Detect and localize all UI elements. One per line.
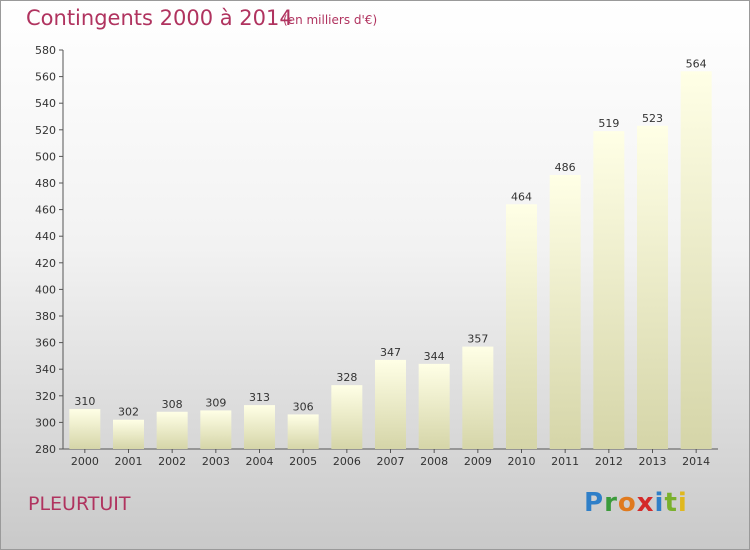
- bar: [200, 410, 232, 449]
- town-name: PLEURTUIT: [28, 493, 131, 515]
- bar: [244, 405, 275, 449]
- x-tick-label: 2005: [289, 455, 317, 468]
- x-tick-label: 2007: [377, 455, 405, 468]
- y-tick-label: 280: [35, 443, 56, 456]
- bar: [113, 419, 144, 449]
- x-tick-label: 2013: [639, 455, 667, 468]
- y-tick-label: 500: [35, 150, 56, 163]
- y-tick-label: 440: [35, 230, 56, 243]
- logo-letter: x: [636, 488, 655, 518]
- data-label: 309: [205, 396, 226, 409]
- chart-title: Contingents 2000 à 2014: [26, 6, 293, 30]
- bar: [156, 411, 188, 449]
- y-tick-label: 520: [35, 124, 56, 137]
- bar: [69, 409, 101, 449]
- x-tick-label: 2001: [115, 455, 143, 468]
- bar: [375, 359, 406, 449]
- x-tick-label: 2003: [202, 455, 230, 468]
- y-tick-label: 420: [35, 257, 56, 270]
- bar: [418, 363, 450, 449]
- data-label: 347: [380, 346, 401, 359]
- labels: 310 302 308 309 313 306 328 347 344 357 464 486 519 5…: [74, 57, 706, 418]
- bar: [287, 414, 319, 449]
- x-tick-label: 2011: [551, 455, 579, 468]
- proxiti-logo: Proxiti: [584, 488, 688, 518]
- bar: [593, 131, 625, 449]
- data-label: 302: [118, 406, 139, 419]
- bar: [331, 385, 363, 449]
- y-tick-label: 580: [35, 44, 56, 57]
- y-tick-label: 300: [35, 416, 56, 429]
- y-tick-label: 540: [35, 97, 56, 110]
- x-tick-label: 2004: [246, 455, 274, 468]
- logo-letter: t: [664, 488, 678, 518]
- bar: [680, 71, 712, 449]
- bars: [69, 71, 712, 449]
- data-label: 519: [598, 117, 619, 130]
- y-tick-label: 480: [35, 177, 56, 190]
- y-tick-label: 400: [35, 283, 56, 296]
- y-tick-label: 320: [35, 390, 56, 403]
- data-label: 308: [162, 398, 183, 411]
- data-label: 328: [336, 371, 357, 384]
- x-tick-label: 2012: [595, 455, 623, 468]
- bar: [506, 204, 537, 449]
- logo-letter: i: [654, 488, 665, 518]
- y-tick-label: 340: [35, 363, 56, 376]
- y-tick-label: 360: [35, 337, 56, 350]
- data-label: 310: [74, 395, 95, 408]
- chart-subtitle: (en milliers d'€): [283, 13, 378, 27]
- logo-letter: o: [617, 488, 637, 518]
- logo-letter: P: [584, 488, 605, 518]
- x-tick-label: 2000: [71, 455, 99, 468]
- data-label: 486: [555, 161, 576, 174]
- data-label: 313: [249, 391, 270, 404]
- x-tick-label: 2014: [682, 455, 710, 468]
- bar: [549, 175, 581, 449]
- bar: [637, 125, 668, 449]
- x-tick-label: 2009: [464, 455, 492, 468]
- logo-letter: r: [604, 488, 618, 518]
- y-tick-label: 560: [35, 71, 56, 84]
- data-label: 523: [642, 112, 663, 125]
- x-tick-label: 2010: [508, 455, 536, 468]
- logo-letter: i: [677, 488, 688, 518]
- x-tick-label: 2002: [158, 455, 186, 468]
- y-tick-label: 380: [35, 310, 56, 323]
- data-label: 357: [467, 333, 488, 346]
- y-tick-label: 460: [35, 204, 56, 217]
- x-tick-label: 2008: [420, 455, 448, 468]
- data-label: 306: [293, 400, 314, 413]
- data-label: 344: [424, 350, 445, 363]
- data-label: 564: [686, 57, 707, 70]
- x-tick-label: 2006: [333, 455, 361, 468]
- bar: [462, 346, 494, 449]
- data-label: 464: [511, 190, 532, 203]
